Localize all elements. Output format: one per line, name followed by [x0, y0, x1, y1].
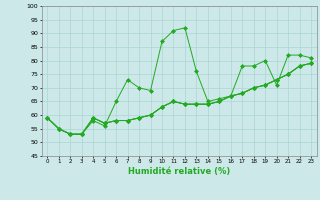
- X-axis label: Humidité relative (%): Humidité relative (%): [128, 167, 230, 176]
